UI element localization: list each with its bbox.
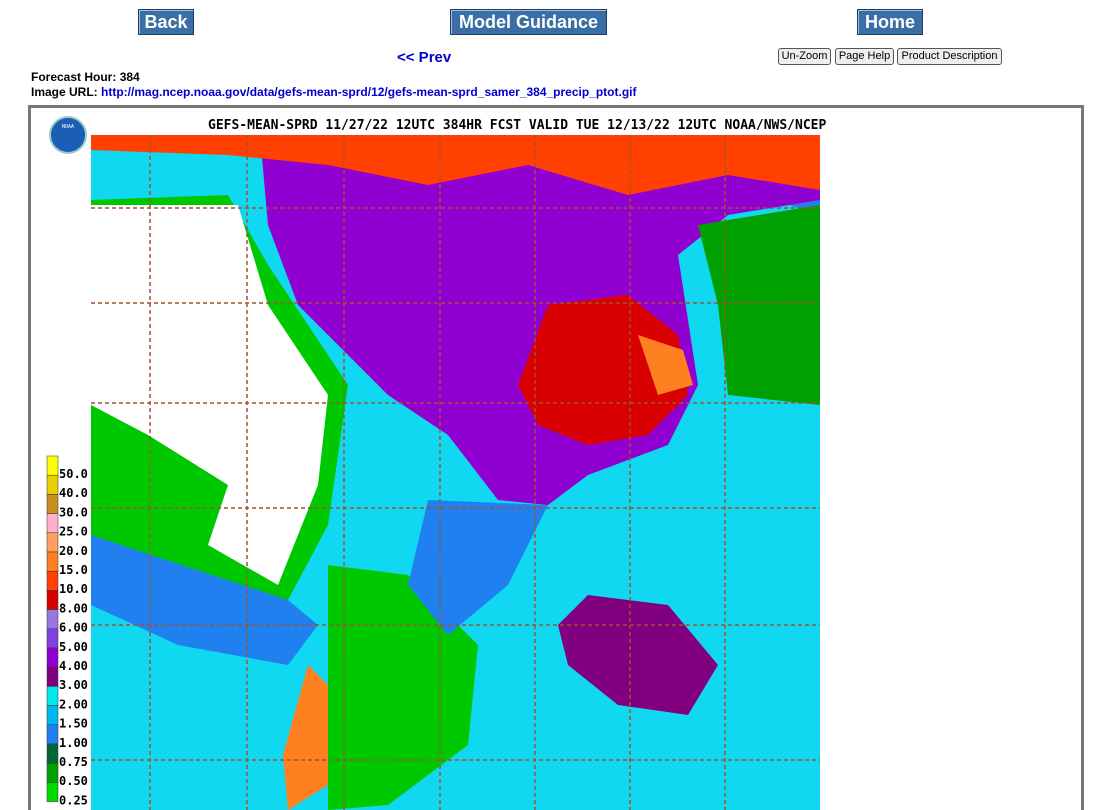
image-url: Image URL: http://mag.ncep.noaa.gov/data… — [31, 85, 637, 99]
label: Image URL: — [31, 85, 98, 99]
legend-swatch — [46, 570, 59, 591]
legend-label: 0.75 — [59, 755, 88, 769]
legend-label: 10.0 — [59, 582, 88, 596]
legend-swatch — [46, 628, 59, 649]
map-frame: NOAA GEFS-MEAN-SPRD 11/27/22 12UTC 384HR… — [28, 105, 1084, 810]
page-help-button[interactable]: Page Help — [835, 48, 894, 65]
value: 384 — [119, 70, 140, 84]
logo-text: NOAA — [62, 124, 74, 130]
product-description-button[interactable]: Product Description — [897, 48, 1002, 65]
noaa-logo — [49, 116, 87, 154]
legend-swatch — [46, 455, 59, 476]
legend-swatch — [46, 513, 59, 534]
legend-label: 6.00 — [59, 621, 88, 635]
legend-swatch — [46, 724, 59, 745]
legend-label: 2.00 — [59, 697, 88, 711]
legend-label: 1.00 — [59, 736, 88, 750]
home-button[interactable]: Home — [857, 9, 923, 35]
legend-label: 1.50 — [59, 717, 88, 731]
legend-label: 50.0 — [59, 467, 88, 481]
legend-swatch — [46, 686, 59, 706]
legend-label: 30.0 — [59, 505, 88, 519]
legend-swatch — [46, 609, 59, 630]
label: Forecast Hour: — [31, 70, 117, 84]
legend-swatch — [46, 647, 59, 668]
legend-label: 20.0 — [59, 544, 88, 558]
legend-label: 40.0 — [59, 486, 88, 500]
map-image — [91, 135, 820, 810]
legend-label: 5.00 — [59, 640, 88, 654]
legend-swatch — [46, 666, 59, 687]
legend-swatch — [46, 494, 59, 514]
legend-swatch — [46, 551, 59, 572]
unzoom-button[interactable]: Un-Zoom — [778, 48, 831, 65]
legend-swatch — [46, 532, 59, 553]
map-title: GEFS-MEAN-SPRD 11/27/22 12UTC 384HR FCST… — [208, 118, 826, 133]
legend-label: 0.25 — [59, 793, 88, 807]
legend-label: 0.50 — [59, 774, 88, 788]
legend-swatch — [46, 705, 59, 726]
legend-swatch — [46, 474, 59, 495]
url-link[interactable]: http://mag.ncep.noaa.gov/data/gefs-mean-… — [101, 85, 637, 99]
legend-swatch — [46, 762, 59, 783]
legend-label: 8.00 — [59, 601, 88, 615]
prev-link[interactable]: << Prev — [397, 49, 452, 66]
forecast-hour: Forecast Hour: 384 — [31, 70, 140, 84]
legend-swatch — [46, 782, 59, 802]
model-guidance-button[interactable]: Model Guidance — [450, 9, 607, 35]
back-button[interactable]: Back — [138, 9, 194, 35]
legend-swatch — [46, 743, 59, 764]
legend-label: 25.0 — [59, 525, 88, 539]
legend-swatch — [46, 590, 59, 610]
legend-label: 15.0 — [59, 563, 88, 577]
legend-label: 3.00 — [59, 678, 88, 692]
legend-label: 4.00 — [59, 659, 88, 673]
